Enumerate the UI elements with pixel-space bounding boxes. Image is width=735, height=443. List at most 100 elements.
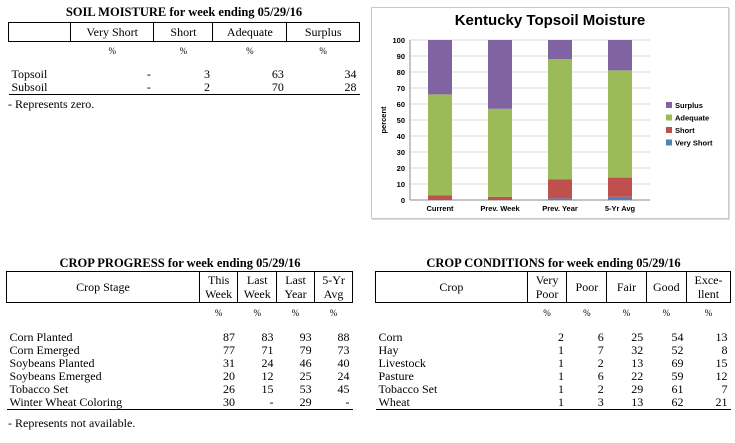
row-label: Pasture bbox=[378, 369, 414, 383]
legend-label: Adequate bbox=[675, 114, 709, 123]
conditions-units-row: % % % % % bbox=[376, 303, 731, 324]
bar-segment-short bbox=[608, 177, 632, 197]
cell-value: 7 bbox=[721, 382, 728, 396]
conditions-header-good: Good bbox=[645, 271, 687, 303]
table-row: Corn Planted 87 83 93 88 bbox=[7, 331, 353, 344]
cell-value: 22 bbox=[631, 369, 644, 383]
cell-value: 93 bbox=[299, 330, 312, 344]
cell-value: 45 bbox=[337, 382, 350, 396]
crop-progress-title: CROP PROGRESS for week ending 05/29/16 bbox=[59, 256, 301, 270]
table-row: Pasture 1 6 22 59 12 bbox=[376, 370, 731, 383]
cell-value: 21 bbox=[715, 395, 728, 409]
y-tick-label: 40 bbox=[397, 132, 405, 141]
bar-segment-short bbox=[428, 195, 452, 200]
unit-cell: % bbox=[622, 307, 631, 318]
cell-value: 25 bbox=[299, 369, 312, 383]
bar-segment-adequate bbox=[548, 59, 572, 180]
soil-header-very-short: Very Short bbox=[69, 22, 155, 42]
table-row: Winter Wheat Coloring 30 - 29 - bbox=[6, 395, 353, 410]
soil-moisture-title: SOIL MOISTURE for week ending 05/29/16 bbox=[65, 5, 303, 19]
y-tick-label: 100 bbox=[392, 36, 405, 45]
unit-cell: % bbox=[319, 45, 327, 56]
cell-value: 26 bbox=[222, 382, 235, 396]
unit-cell: % bbox=[583, 307, 591, 318]
cell-value: 77 bbox=[222, 343, 235, 357]
bar-segment-surplus bbox=[548, 40, 572, 60]
row-label: Wheat bbox=[378, 395, 410, 409]
row-label: Corn Emerged bbox=[9, 343, 80, 357]
cell-value: 52 bbox=[671, 343, 684, 357]
unit-cell: % bbox=[179, 45, 188, 56]
y-tick-label: 90 bbox=[397, 52, 405, 61]
cell-value: 71 bbox=[261, 343, 274, 357]
cell-value: 29 bbox=[631, 382, 644, 396]
row-label: Tobacco Set bbox=[9, 382, 69, 396]
cell-value: 54 bbox=[671, 330, 684, 344]
row-label: Winter Wheat Coloring bbox=[9, 395, 123, 409]
cell-value: 73 bbox=[337, 343, 350, 357]
cell-value: 24 bbox=[261, 356, 274, 370]
cell-value: 2 bbox=[557, 330, 564, 344]
row-label: Hay bbox=[378, 343, 399, 357]
table-row: Soybeans Planted 31 24 46 40 bbox=[7, 357, 353, 370]
soil-units-row: % % % % bbox=[9, 42, 360, 61]
legend-swatch bbox=[666, 139, 672, 146]
cell-value: 30 bbox=[222, 395, 235, 409]
cell-value: 25 bbox=[631, 330, 644, 344]
conditions-header-excellent: Exce-llent bbox=[685, 271, 732, 303]
crop-conditions-table: Crop Very Poor Poor Fair Good Exce-llent … bbox=[375, 271, 732, 410]
soil-header-adequate: Adequate bbox=[212, 22, 288, 42]
cell-value: 13 bbox=[715, 330, 728, 344]
crop-conditions-title: CROP CONDITIONS for week ending 05/29/16 bbox=[426, 256, 681, 270]
x-tick-label: Prev. Week bbox=[480, 204, 520, 213]
cell-value: 12 bbox=[715, 369, 728, 383]
table-row: Hay 1 7 32 52 8 bbox=[376, 344, 731, 357]
unit-cell: % bbox=[246, 45, 254, 56]
bar-segment-adequate bbox=[428, 94, 452, 196]
cell-value: 59 bbox=[671, 369, 684, 383]
progress-header-this-week: This Week bbox=[198, 271, 239, 303]
table-row: Livestock 1 2 13 69 15 bbox=[376, 357, 731, 370]
topsoil-chart: Kentucky Topsoil Moisture 0 10 20 30 40 50 60 7… bbox=[371, 7, 729, 219]
row-label: Corn bbox=[378, 330, 403, 344]
cell-value: 24 bbox=[337, 369, 350, 383]
cell-value: 87 bbox=[222, 330, 235, 344]
cell-value: 15 bbox=[261, 382, 274, 396]
y-tick-label: 10 bbox=[397, 180, 405, 189]
cell-value: 13 bbox=[631, 395, 644, 409]
bar-segment-short bbox=[548, 179, 572, 199]
bar-segment-surplus bbox=[488, 40, 512, 109]
bar-segment-very-short bbox=[608, 196, 632, 200]
cell-value: 83 bbox=[261, 330, 274, 344]
row-label: Livestock bbox=[378, 356, 426, 370]
soil-header-surplus: Surplus bbox=[286, 22, 360, 42]
row-label: Corn Planted bbox=[9, 330, 73, 344]
unit-cell: % bbox=[253, 307, 261, 318]
cell-value: 62 bbox=[671, 395, 684, 409]
cell-value: - bbox=[269, 395, 274, 409]
progress-note: - Represents not available. bbox=[8, 416, 136, 430]
cell-value: 32 bbox=[631, 343, 644, 357]
progress-header-stage: Crop Stage bbox=[6, 271, 200, 303]
row-label: Tobacco Set bbox=[378, 382, 438, 396]
row-label: Topsoil bbox=[11, 67, 48, 81]
cell-value: 1 bbox=[557, 395, 564, 409]
cell-value: 40 bbox=[337, 356, 350, 370]
y-tick-label: 70 bbox=[397, 84, 405, 93]
cell-value: - bbox=[345, 395, 350, 409]
bar-segment-short bbox=[488, 196, 512, 200]
x-tick-label: Prev. Year bbox=[542, 204, 578, 213]
cell-value: 6 bbox=[597, 369, 604, 383]
cell-value: 70 bbox=[271, 80, 284, 94]
cell-value: 63 bbox=[271, 67, 284, 81]
cell-value: 3 bbox=[597, 395, 604, 409]
conditions-header-very-poor: Very Poor bbox=[526, 271, 568, 303]
cell-value: 2 bbox=[597, 382, 604, 396]
x-tick-label: 5-Yr Avg bbox=[605, 204, 636, 213]
legend-label: Short bbox=[675, 126, 695, 135]
y-tick-label: 80 bbox=[397, 68, 405, 77]
cell-value: 61 bbox=[671, 382, 684, 396]
x-tick-label: Current bbox=[426, 204, 454, 213]
cell-value: - bbox=[146, 67, 151, 81]
unit-cell: % bbox=[214, 307, 223, 318]
